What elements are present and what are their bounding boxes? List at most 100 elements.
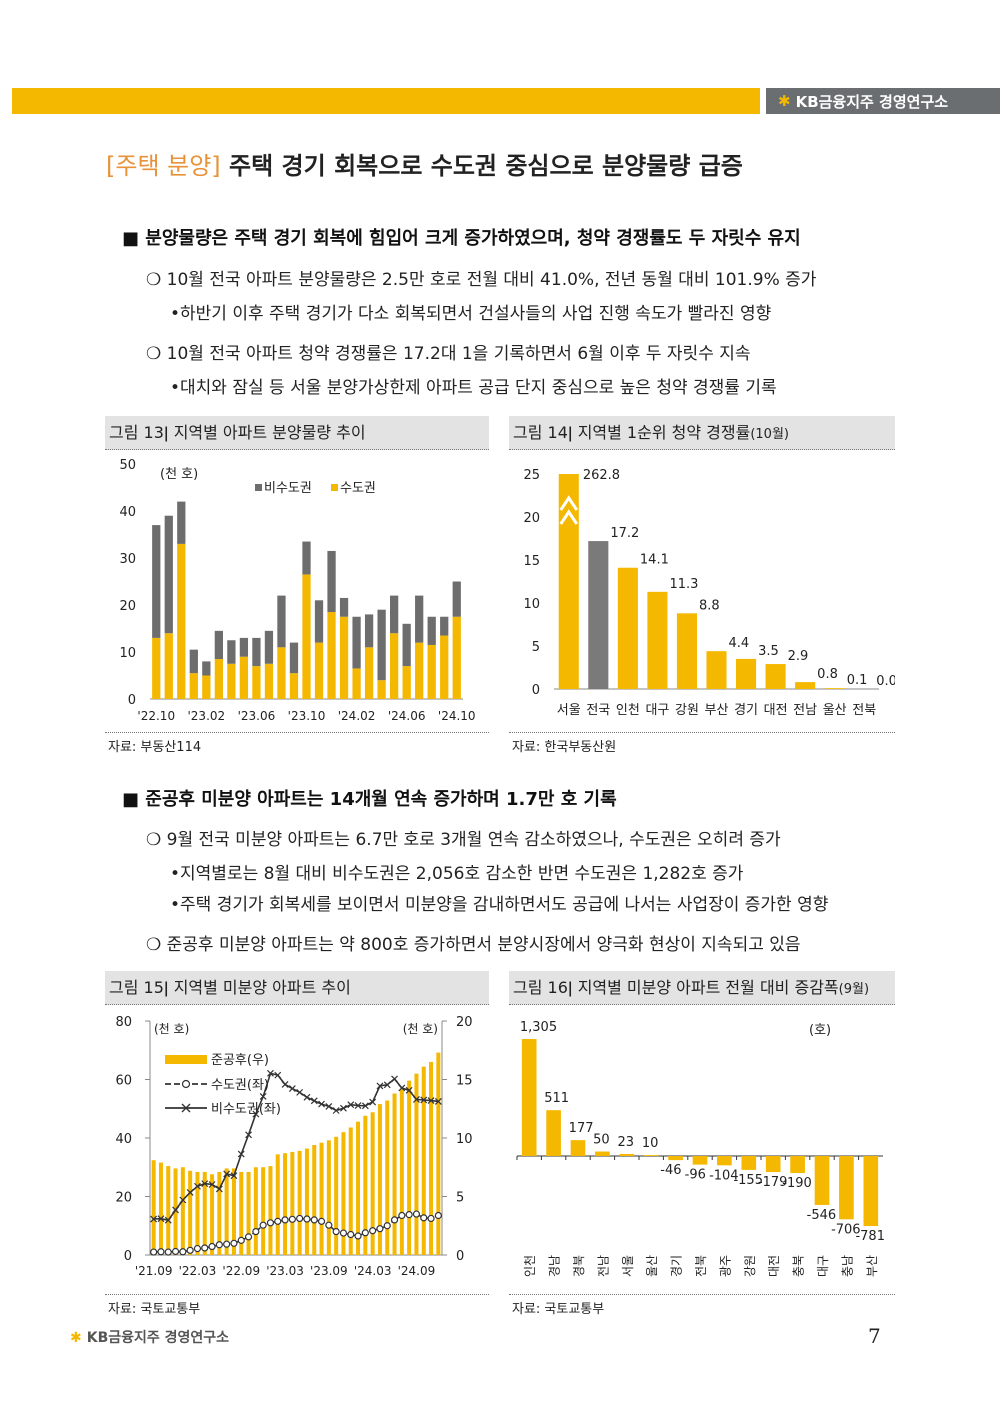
- fig15-point-nonmetro: [223, 1170, 231, 1178]
- fig15-point-nonmetro: [405, 1086, 413, 1094]
- fig16-bar: [863, 1156, 879, 1227]
- fig15-point-metro: [310, 1216, 318, 1224]
- fig15-title: 그림 15ǀ 지역별 미분양 아파트 추이: [105, 971, 489, 1005]
- fig15-ytick-right-label: 5: [456, 1191, 464, 1206]
- fig13-bar-nonmetro: [402, 623, 411, 667]
- fig15-bar-completed: [421, 1066, 426, 1255]
- fig13-bar-nonmetro: [302, 541, 311, 575]
- fig13-bar-nonmetro: [164, 515, 173, 634]
- fig15-point-nonmetro: [252, 1110, 260, 1118]
- fig13-bar-metro: [189, 673, 198, 699]
- fig13-bar-metro: [314, 642, 324, 699]
- header-accent-bar: [12, 88, 760, 114]
- fig16-bar: [741, 1156, 757, 1170]
- section1-bullet2-sub: •대치와 잠실 등 서울 분양가상한제 아파트 공급 단지 중심으로 높은 청약…: [170, 378, 777, 398]
- fig15-point-metro: [427, 1214, 435, 1223]
- fig15-point-metro: [252, 1228, 260, 1236]
- fig15-point-nonmetro: [237, 1150, 245, 1158]
- fig14-ytick-label: 0: [532, 683, 540, 698]
- fig13-bar-nonmetro: [227, 640, 236, 664]
- fig13-xtick-label: '24.10: [438, 709, 476, 723]
- page-number: 7: [868, 1324, 881, 1348]
- fig16-xtick-label: 대전: [767, 1255, 781, 1277]
- fig15-bar-completed: [297, 1150, 302, 1255]
- fig15-point-metro: [150, 1248, 158, 1256]
- fig15-chart: 0 20 40 60 80 0 5 10 15 20 (천 호) (천 호) '21.09 '22.03 '…: [115, 1015, 472, 1278]
- fig15-point-metro: [266, 1219, 275, 1227]
- fig14-bar: [736, 658, 757, 689]
- fig15-point-metro: [274, 1217, 282, 1225]
- fig14-bar: [706, 651, 727, 689]
- fig16-bar: [814, 1156, 830, 1205]
- fig15-point-metro: [244, 1233, 253, 1241]
- fig14-title-suffix: (10월): [750, 427, 789, 442]
- fig14-ytick-label: 25: [523, 468, 540, 483]
- fig16-bar: [619, 1153, 635, 1156]
- section2-bullet1-sub1: •지역별로는 8월 대비 비수도권은 2,056호 감소한 반면 수도권은 1,…: [170, 864, 744, 884]
- fig16-title: 그림 16ǀ 지역별 미분양 아파트 전월 대비 증감폭(9월): [509, 971, 895, 1005]
- fig13-bar-metro: [177, 543, 186, 699]
- fig14-xtick-label: 울산: [823, 703, 847, 718]
- fig14-xtick-label: 경기: [734, 703, 758, 718]
- fig15-ytick-left-label: 0: [124, 1249, 132, 1264]
- fig15-point-metro: [303, 1215, 311, 1223]
- fig16-bar: [692, 1156, 708, 1165]
- fig13-bar-nonmetro: [339, 597, 349, 617]
- fig15-bar-completed: [253, 1167, 258, 1255]
- fig14-bar: [588, 541, 609, 689]
- fig15-point-nonmetro: [259, 1093, 267, 1100]
- fig15-point-nonmetro: [267, 1069, 274, 1077]
- fig16-xtick-label: 경남: [548, 1255, 562, 1277]
- fig13-bar-metro: [364, 647, 374, 699]
- fig15-point-metro: [186, 1246, 194, 1254]
- section1-bullet1-sub: •하반기 이후 주택 경기가 다소 회복되면서 건설사들의 사업 진행 속도가 …: [170, 304, 772, 324]
- fig15-point-nonmetro: [376, 1082, 384, 1090]
- section1-bullet1: ❍ 10월 전국 아파트 분양물량은 2.5만 호로 전월 대비 41.0%, …: [146, 270, 817, 290]
- fig13-bar-nonmetro: [327, 550, 336, 613]
- fig16-data-label: -46: [660, 1163, 681, 1178]
- fig16-data-label: 177: [569, 1121, 594, 1136]
- fig13-bar-nonmetro: [352, 616, 361, 669]
- fig14-data-label: 0.8: [817, 667, 838, 682]
- fig16-data-label: -179: [758, 1175, 788, 1190]
- fig13-bar-nonmetro: [427, 616, 436, 645]
- fig15-point-nonmetro: [274, 1071, 282, 1079]
- fig15-bar-completed: [261, 1167, 266, 1255]
- fig13-bar-nonmetro: [252, 637, 261, 667]
- fig13-bar-metro: [264, 663, 274, 699]
- fig13-bar-nonmetro: [214, 630, 223, 660]
- fig13-ytick-label: 50: [119, 458, 136, 473]
- fig15-bar-completed: [283, 1153, 288, 1255]
- fig15-point-nonmetro: [179, 1196, 187, 1204]
- fig16-bar: [643, 1155, 659, 1156]
- fig15-bar-completed: [319, 1142, 324, 1255]
- fig13-bar-nonmetro: [440, 616, 449, 636]
- fig13-bar-metro: [302, 574, 311, 699]
- fig13-xtick-label: '22.10: [137, 709, 175, 723]
- fig14-ytick-label: 5: [532, 640, 540, 655]
- fig13-ytick-label: 0: [128, 693, 136, 708]
- fig16-data-label: 511: [544, 1091, 569, 1106]
- fig16-data-label: 50: [593, 1133, 610, 1148]
- fig13-bar-metro: [289, 673, 299, 699]
- fig16-data-label: -781: [855, 1229, 885, 1244]
- fig15-bar-completed: [341, 1132, 346, 1255]
- fig15-bar-completed: [363, 1115, 368, 1255]
- fig15-ytick-left-label: 20: [115, 1191, 132, 1206]
- fig13-bar-metro: [202, 675, 211, 699]
- fig15-point-metro: [369, 1227, 377, 1235]
- fig15-bar-completed: [392, 1093, 397, 1255]
- fig15-point-metro: [223, 1240, 231, 1248]
- fig13-ytick-label: 10: [119, 646, 136, 661]
- fig15-legend-swatch-completed: [165, 1055, 207, 1064]
- fig14-data-label: 8.8: [699, 598, 720, 613]
- fig15-point-nonmetro: [215, 1185, 223, 1193]
- fig15-bar-completed: [334, 1136, 339, 1255]
- section1-bullet2: ❍ 10월 전국 아파트 청약 경쟁률은 17.2대 1을 기록하면서 6월 이…: [146, 344, 751, 364]
- fig15-point-nonmetro: [391, 1075, 398, 1083]
- fig16-bottom-rule: [509, 1294, 895, 1295]
- fig15-point-nonmetro: [281, 1081, 289, 1088]
- fig14-bar: [558, 474, 579, 689]
- fig15-point-nonmetro: [296, 1088, 304, 1096]
- fig13-xtick-label: '24.02: [338, 709, 376, 723]
